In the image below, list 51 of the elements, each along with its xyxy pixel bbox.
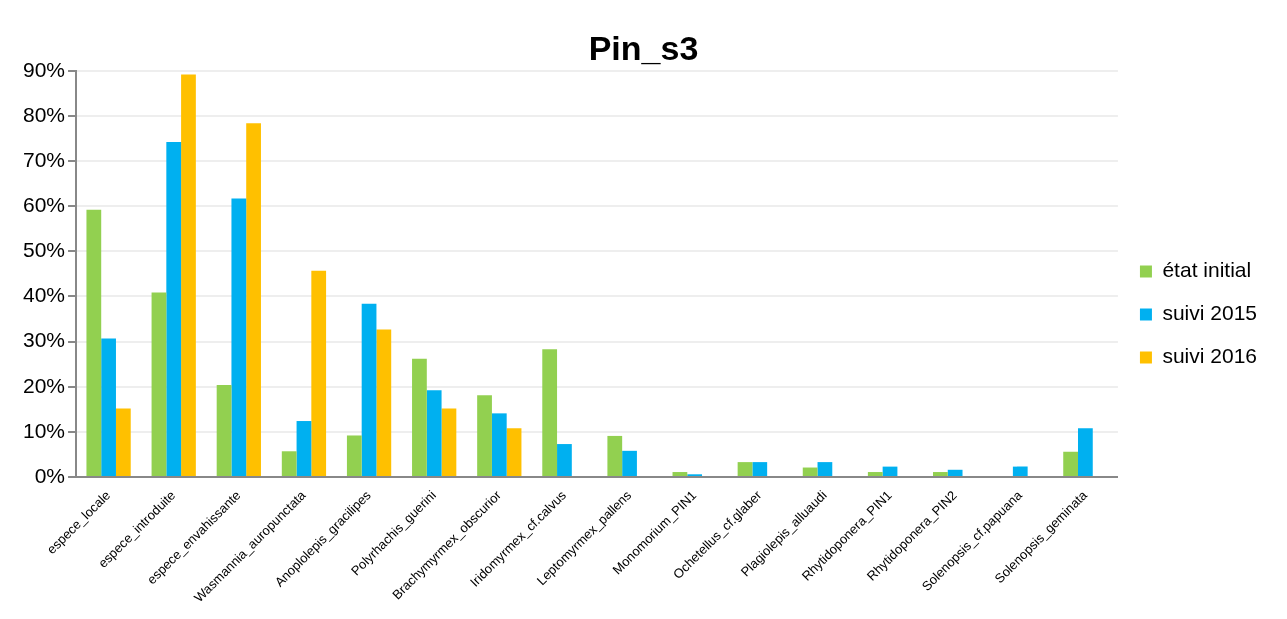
bar (216, 384, 232, 476)
bar (441, 408, 457, 476)
legend-label: suivi 2015 (1162, 301, 1257, 325)
y-tick-label: 80% (23, 102, 66, 126)
bar (101, 338, 116, 476)
chart-title: Pin_s3 (588, 28, 699, 67)
y-tick-label: 70% (23, 147, 66, 171)
bar (672, 472, 688, 476)
legend-label: suivi 2016 (1162, 344, 1257, 368)
y-tick-label: 10% (23, 418, 66, 442)
y-tick-label: 0% (34, 463, 66, 487)
bar (311, 270, 327, 476)
bar (166, 142, 182, 476)
bar (296, 421, 312, 476)
bar (346, 435, 362, 476)
legend-label: état initial (1162, 258, 1252, 282)
bar (933, 472, 948, 476)
bar (1063, 451, 1078, 476)
bar (151, 292, 167, 476)
y-tick-label: 30% (23, 328, 66, 352)
bar (802, 467, 818, 476)
bar (752, 462, 768, 476)
bar (506, 428, 522, 476)
bar (412, 358, 427, 476)
bar (882, 466, 898, 476)
bar (867, 472, 883, 476)
y-tick-label: 50% (23, 238, 66, 262)
bar (491, 413, 507, 476)
y-tick-label: 20% (23, 373, 66, 397)
bar (622, 450, 637, 476)
y-tick-label: 60% (23, 193, 66, 216)
bar (246, 123, 261, 476)
bar (376, 329, 392, 476)
bar (817, 462, 833, 476)
bar (231, 198, 247, 476)
bar (281, 451, 297, 476)
bar (1078, 428, 1093, 476)
bar (947, 469, 963, 476)
y-tick-label: 90% (23, 57, 66, 81)
bar (737, 462, 753, 476)
bar (86, 209, 102, 476)
y-tick-label: 40% (23, 283, 66, 307)
bar (607, 435, 623, 476)
bar (361, 303, 377, 476)
bar (477, 395, 492, 476)
bar (1012, 466, 1028, 476)
bar (115, 408, 131, 476)
bar (557, 444, 572, 476)
bar (181, 74, 196, 476)
bar (426, 390, 442, 476)
bar (542, 349, 558, 476)
